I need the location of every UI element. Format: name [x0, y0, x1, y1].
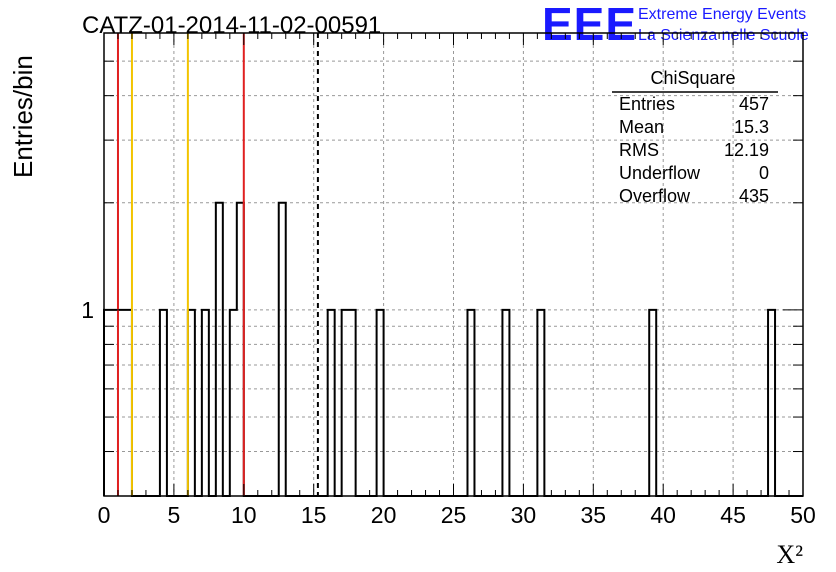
x-axis-label: X²: [776, 540, 803, 569]
x-tick-label: 20: [371, 502, 397, 528]
stats-row-label: Underflow: [619, 163, 701, 183]
stats-row-label: Overflow: [619, 186, 691, 206]
stats-row-label: Entries: [619, 94, 675, 114]
y-axis-ticks: 1: [81, 60, 803, 453]
stats-box: ChiSquare Entries 457 Mean 15.3 RMS 12.19 Unde…: [612, 68, 778, 206]
reference-lines: [116, 33, 319, 496]
x-tick-label: 50: [790, 502, 816, 528]
x-tick-label: 45: [720, 502, 746, 528]
logo-line1: Extreme Energy Events: [638, 6, 806, 23]
stats-row-label: Mean: [619, 117, 664, 137]
x-tick-label: 25: [441, 502, 467, 528]
x-tick-label: 0: [98, 502, 111, 528]
stats-row-value: 457: [739, 94, 769, 114]
x-tick-label: 5: [168, 502, 181, 528]
stats-row-value: 435: [739, 186, 769, 206]
y-axis-label: Entries/bin: [8, 55, 38, 178]
x-tick-label: 30: [511, 502, 537, 528]
y-tick-label: 1: [81, 297, 94, 323]
x-tick-label: 10: [231, 502, 257, 528]
grid-lines: [104, 33, 803, 496]
logo-line2: La Scienza nelle Scuole: [638, 27, 809, 44]
logo-mark: EEE: [542, 0, 637, 50]
eee-logo: EEE Extreme Energy Events La Scienza nel…: [542, 0, 809, 50]
stats-title: ChiSquare: [650, 68, 735, 88]
x-tick-label: 35: [581, 502, 607, 528]
stats-row-value: 0: [759, 163, 769, 183]
x-axis-ticks: 0 5 10 15 20 25 30 35 40 45 50: [98, 33, 816, 528]
stats-rows: Entries 457 Mean 15.3 RMS 12.19 Underflow 0 Over…: [619, 94, 769, 206]
stats-row-value: 15.3: [734, 117, 769, 137]
x-tick-label: 15: [301, 502, 327, 528]
stats-row-label: RMS: [619, 140, 659, 160]
chart-title: CATZ-01-2014-11-02-00591: [82, 12, 381, 39]
stats-row-value: 12.19: [724, 140, 769, 160]
x-tick-label: 40: [650, 502, 676, 528]
